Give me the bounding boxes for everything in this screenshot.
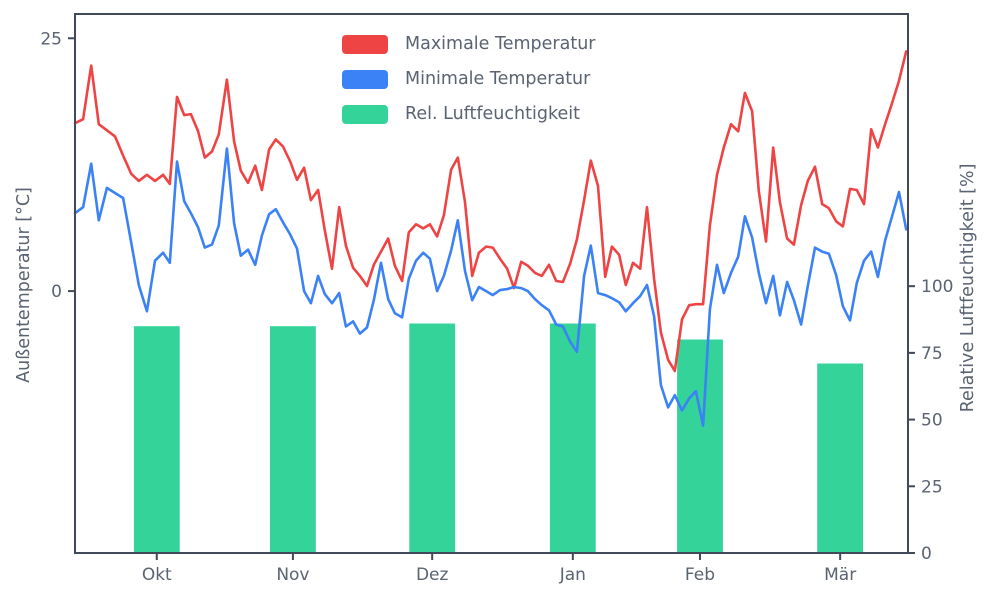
legend-swatch-bar — [342, 105, 388, 124]
humidity-bar-Mär — [817, 363, 863, 553]
x-tick-label-Dez: Dez — [416, 565, 449, 585]
legend-item: Minimale Temperatur — [342, 70, 595, 89]
x-tick-label-Okt: Okt — [142, 565, 172, 585]
right-tick-label-0: 0 — [921, 544, 932, 564]
min-temp-line — [73, 147, 908, 427]
right-axis-title: Relative Luftfeuchtigkeit [%] — [958, 164, 978, 413]
humidity-bar-Nov — [270, 326, 316, 553]
right-tick-label-50: 50 — [921, 411, 943, 431]
x-tick-label-Jan: Jan — [559, 565, 586, 585]
right-tick-label-100: 100 — [921, 277, 953, 297]
legend-swatch-line — [342, 70, 388, 89]
legend-swatch-line — [342, 35, 388, 54]
legend-label: Minimale Temperatur — [405, 69, 591, 89]
axes-layer: 0 25 0 25 50 75 100 Okt Nov Dez Jan Feb Mär — [40, 13, 953, 585]
legend-item: Maximale Temperatur — [342, 35, 595, 54]
x-tick-label-Mär: Mär — [824, 565, 856, 585]
temperature-lines-layer — [73, 50, 908, 427]
max-temp-line — [73, 50, 908, 373]
humidity-bar-Jan — [549, 323, 596, 553]
left-tick-label-0: 0 — [51, 282, 62, 302]
x-tick-label-Feb: Feb — [685, 565, 715, 585]
humidity-bar-Okt — [133, 326, 180, 553]
legend-item: Rel. Luftfeuchtigkeit — [342, 105, 595, 124]
left-tick-label-25: 25 — [40, 29, 62, 49]
left-axis-title: Außentemperatur [°C] — [14, 187, 34, 383]
humidity-bar-Dez — [409, 323, 456, 553]
x-tick-label-Nov: Nov — [276, 565, 309, 585]
legend: Maximale Temperatur Minimale Temperatur Re… — [342, 35, 595, 124]
right-tick-label-75: 75 — [921, 344, 943, 364]
right-tick-label-25: 25 — [921, 477, 943, 497]
plot-border — [74, 13, 909, 554]
humidity-bars-layer — [133, 323, 863, 553]
legend-label: Rel. Luftfeuchtigkeit — [405, 104, 580, 124]
legend-label: Maximale Temperatur — [405, 34, 596, 54]
humidity-bar-Feb — [677, 339, 723, 553]
